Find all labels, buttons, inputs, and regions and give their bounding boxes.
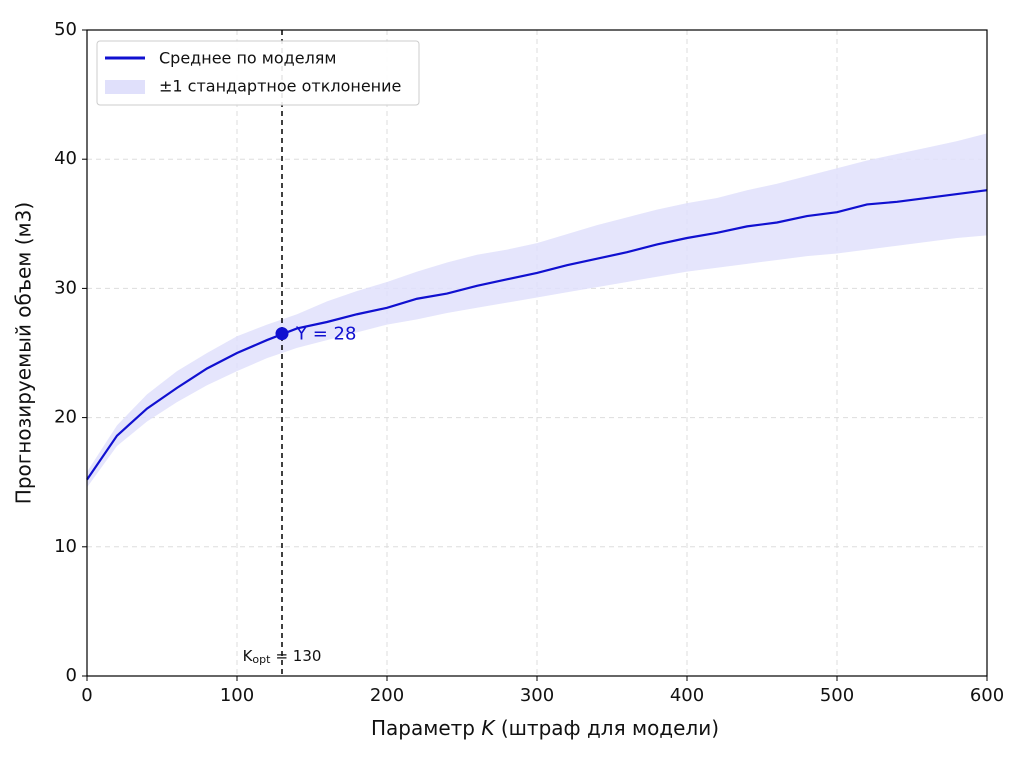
optimum-label: Kopt = 130 — [243, 647, 322, 667]
y-tick-label: 0 — [66, 665, 77, 686]
x-axis-label: Параметр K (штраф для модели) — [371, 716, 719, 740]
x-tick-label: 300 — [520, 685, 554, 706]
x-label-var: K — [481, 716, 496, 740]
plot-frame — [86, 29, 988, 677]
x-label-part: Параметр — [371, 716, 475, 740]
x-label-part: (штраф для модели) — [501, 716, 719, 740]
x-tick-label: 100 — [220, 685, 254, 706]
y-tick-label: 40 — [54, 148, 77, 169]
legend-label: ±1 стандартное отклонение — [159, 77, 401, 96]
point-label: Y = 28 — [295, 324, 356, 345]
x-tick-label: 0 — [81, 685, 92, 706]
legend-label: Среднее по моделям — [159, 49, 337, 68]
y-tick-label: 30 — [54, 277, 77, 298]
optimum-label-main: K — [243, 647, 254, 665]
y-axis-label: Прогнозируемый объем (м3) — [12, 202, 36, 504]
mean-line — [86, 189, 988, 481]
optimum-label-suffix: = 130 — [275, 647, 321, 665]
x-tick-label: 200 — [370, 685, 404, 706]
y-tick-label: 10 — [54, 536, 77, 557]
legend-box — [96, 40, 420, 106]
optimum-point — [275, 327, 289, 341]
y-tick-label: 20 — [54, 407, 77, 428]
std-band — [87, 133, 987, 488]
x-tick-label: 600 — [970, 685, 1004, 706]
x-tick-label: 500 — [820, 685, 854, 706]
y-tick-label: 50 — [54, 19, 77, 40]
x-tick-label: 400 — [670, 685, 704, 706]
optimum-label-sub: opt — [252, 653, 271, 666]
legend-swatch — [105, 80, 145, 94]
